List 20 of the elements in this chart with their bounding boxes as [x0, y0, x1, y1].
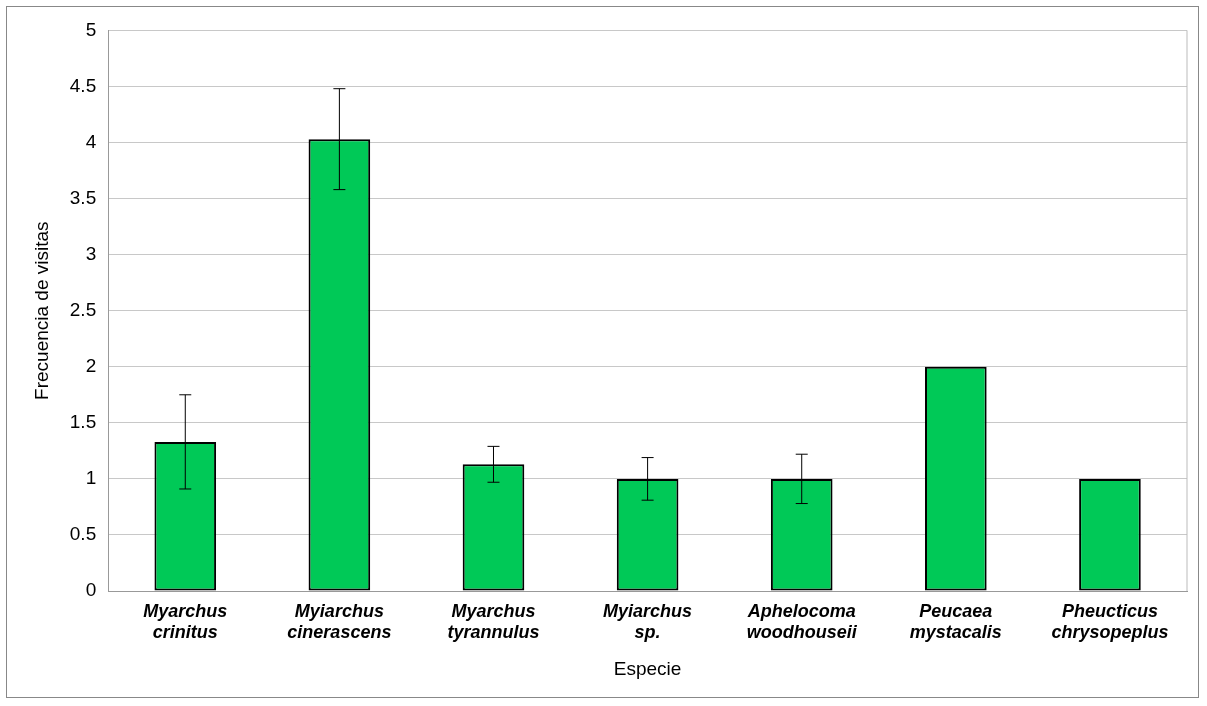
x-tick-label: Myarchus tyrannulus	[447, 600, 540, 643]
y-tick-label: 5	[85, 18, 97, 40]
x-axis-title: Especie	[613, 657, 682, 679]
y-tick-label: 4	[85, 130, 97, 152]
y-tick-label: 2.5	[69, 298, 97, 320]
y-tick-label: 1.5	[69, 411, 97, 433]
x-tick-label: Myiarchus cinerascens	[287, 600, 392, 643]
y-tick-label: 4.5	[69, 74, 97, 96]
x-tick-label: Peucaea mystacalis	[909, 600, 1002, 643]
x-tick-label: Aphelocoma woodhouseii	[746, 600, 858, 643]
y-tick-label: 2	[85, 354, 97, 376]
x-tick-label: Myarchus crinitus	[143, 600, 228, 643]
x-tick-label: Myiarchus sp.	[603, 600, 693, 643]
y-axis-title: Frecuencia de visitas	[30, 221, 52, 400]
y-tick-label: 1	[85, 467, 97, 489]
y-tick-label: 3	[85, 242, 97, 264]
y-tick-label: 0	[85, 579, 97, 601]
x-tick-label: Pheucticus chrysopeplus	[1051, 600, 1169, 643]
y-tick-label: 3.5	[69, 186, 97, 208]
y-tick-label: 0.5	[69, 523, 97, 545]
